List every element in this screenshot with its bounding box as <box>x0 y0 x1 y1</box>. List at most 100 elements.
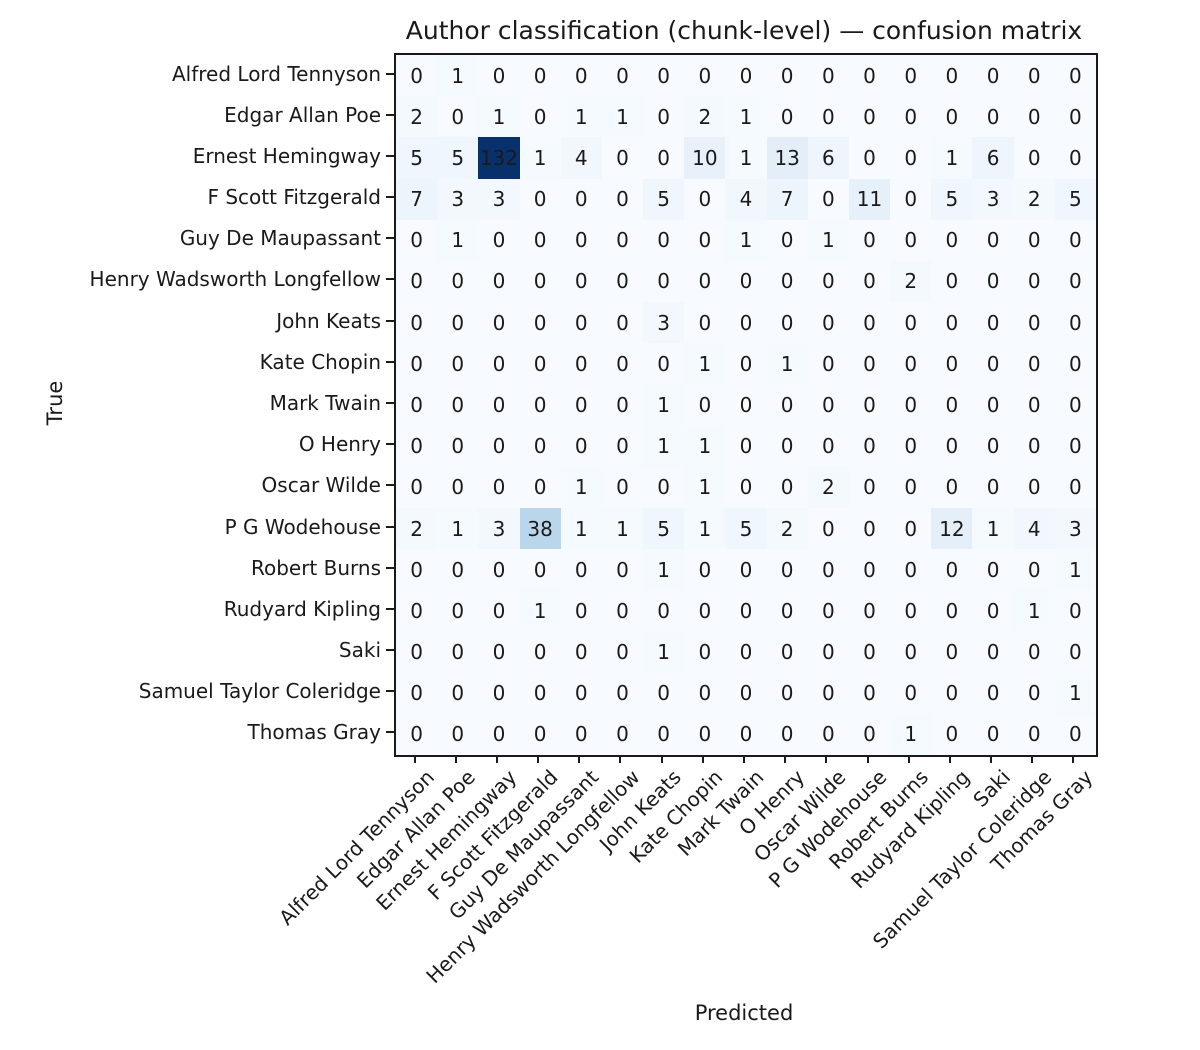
matrix-cell: 0 <box>1054 96 1096 138</box>
y-tick-mark <box>386 649 394 652</box>
matrix-cell: 0 <box>684 713 726 755</box>
matrix-cell: 0 <box>396 384 438 426</box>
matrix-cell: 0 <box>1054 466 1096 508</box>
matrix-cell: 0 <box>601 219 644 261</box>
matrix-cell: 4 <box>560 137 602 179</box>
matrix-cell: 0 <box>519 466 561 508</box>
x-tick-mark <box>948 755 951 763</box>
matrix-cell: 0 <box>1013 343 1055 385</box>
matrix-cell: 0 <box>972 425 1014 467</box>
matrix-cell: 1 <box>725 219 767 261</box>
matrix-cell: 5 <box>396 137 438 179</box>
matrix-cell: 0 <box>848 96 891 138</box>
matrix-cell: 11 <box>848 178 891 220</box>
x-tick-mark <box>578 755 581 763</box>
matrix-cell: 0 <box>848 384 891 426</box>
matrix-cell: 0 <box>890 631 932 673</box>
matrix-cell: 1 <box>807 219 849 261</box>
matrix-cell: 0 <box>931 425 973 467</box>
y-tick-label: O Henry <box>298 432 381 457</box>
matrix-cell: 0 <box>807 425 849 467</box>
matrix-cell: 0 <box>848 672 891 714</box>
matrix-cell: 0 <box>931 466 973 508</box>
matrix-cell: 0 <box>1054 590 1096 632</box>
matrix-cell: 0 <box>519 302 561 344</box>
matrix-cell: 0 <box>1013 549 1055 591</box>
matrix-cell: 0 <box>1054 713 1096 755</box>
y-tick-label: Robert Burns <box>250 555 381 580</box>
matrix-cell: 0 <box>601 260 644 303</box>
matrix-cell: 0 <box>807 55 849 97</box>
matrix-cell: 0 <box>519 343 561 385</box>
matrix-cell: 0 <box>478 219 520 261</box>
matrix-cell: 0 <box>478 590 520 632</box>
matrix-cell: 0 <box>848 590 891 632</box>
matrix-cell: 0 <box>478 55 520 97</box>
matrix-cell: 0 <box>396 260 438 303</box>
matrix-cell: 1 <box>890 713 932 755</box>
matrix-cell: 132 <box>478 137 520 179</box>
matrix-cell: 1 <box>643 549 685 591</box>
y-tick-mark <box>386 731 394 734</box>
matrix-cell: 0 <box>1013 137 1055 179</box>
x-tick-mark <box>990 755 993 763</box>
matrix-cell: 0 <box>807 713 849 755</box>
x-tick-mark <box>537 755 540 763</box>
matrix-cell: 0 <box>1013 713 1055 755</box>
matrix-cell: 0 <box>396 219 438 261</box>
matrix-cell: 0 <box>1013 672 1055 714</box>
matrix-cell: 0 <box>560 343 602 385</box>
matrix-cell: 1 <box>560 466 602 508</box>
x-tick-mark <box>1072 755 1075 763</box>
matrix-cell: 0 <box>601 137 644 179</box>
matrix-cell: 0 <box>931 302 973 344</box>
matrix-cell: 2 <box>890 260 932 303</box>
y-tick-label: Oscar Wilde <box>261 473 381 498</box>
matrix-cell: 0 <box>725 631 767 673</box>
matrix-cell: 5 <box>643 507 685 550</box>
matrix-cell: 4 <box>1013 507 1055 550</box>
matrix-cell: 1 <box>684 343 726 385</box>
matrix-cell: 0 <box>766 549 808 591</box>
matrix-cell: 0 <box>890 466 932 508</box>
matrix-cell: 0 <box>396 672 438 714</box>
matrix-cell: 2 <box>396 507 438 550</box>
matrix-cell: 0 <box>848 219 891 261</box>
matrix-cell: 0 <box>848 137 891 179</box>
matrix-cell: 5 <box>725 507 767 550</box>
y-tick-mark <box>386 113 394 116</box>
matrix-cell: 1 <box>437 507 479 550</box>
matrix-cell: 5 <box>437 137 479 179</box>
y-tick-mark <box>386 443 394 446</box>
chart-title: Author classification (chunk-level) — co… <box>405 16 1083 45</box>
matrix-cell: 0 <box>848 425 891 467</box>
y-tick-mark <box>386 360 394 363</box>
matrix-cell: 0 <box>725 55 767 97</box>
matrix-cell: 2 <box>1013 178 1055 220</box>
y-tick-label: Henry Wadsworth Longfellow <box>89 267 381 292</box>
x-tick-mark <box>495 755 498 763</box>
matrix-cell: 0 <box>766 96 808 138</box>
matrix-cell: 0 <box>519 219 561 261</box>
matrix-cell: 0 <box>478 343 520 385</box>
x-tick-mark <box>454 755 457 763</box>
matrix-cell: 0 <box>807 549 849 591</box>
matrix-cell: 0 <box>396 55 438 97</box>
matrix-cell: 38 <box>519 507 561 550</box>
matrix-cell: 0 <box>601 384 644 426</box>
matrix-cell: 0 <box>560 178 602 220</box>
matrix-cell: 0 <box>1054 343 1096 385</box>
matrix-cell: 1 <box>437 55 479 97</box>
y-tick-mark <box>386 72 394 75</box>
matrix-cell: 0 <box>766 713 808 755</box>
matrix-cell: 0 <box>890 219 932 261</box>
matrix-cell: 1 <box>601 96 644 138</box>
matrix-cell: 7 <box>396 178 438 220</box>
matrix-cell: 0 <box>766 55 808 97</box>
matrix-cell: 0 <box>931 713 973 755</box>
matrix-cell: 0 <box>560 55 602 97</box>
matrix-cell: 0 <box>478 466 520 508</box>
y-tick-mark <box>386 237 394 240</box>
x-tick-mark <box>784 755 787 763</box>
matrix-cell: 0 <box>684 260 726 303</box>
